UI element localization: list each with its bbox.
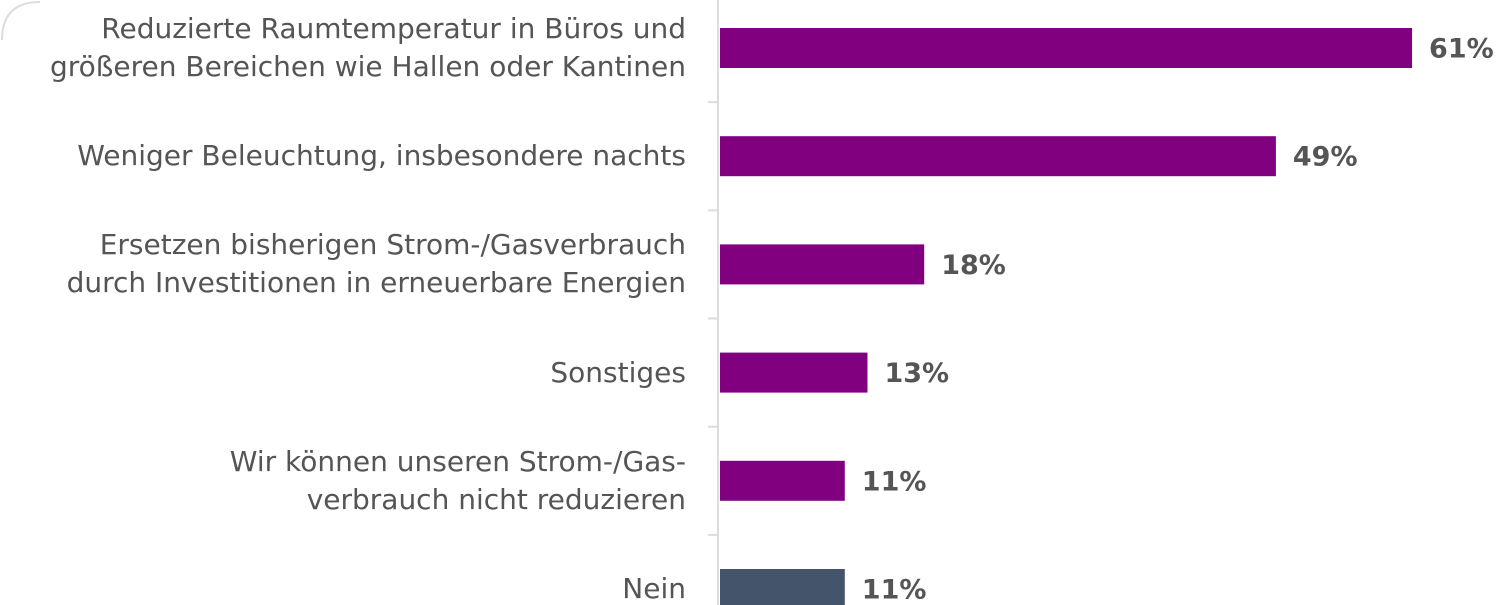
value-label: 11% [862, 466, 927, 497]
value-label: 18% [941, 250, 1006, 281]
bar [720, 569, 845, 605]
bar [720, 136, 1276, 177]
bar [720, 28, 1413, 68]
value-label: 13% [884, 358, 949, 389]
bar [720, 244, 925, 285]
category-label: Weniger Beleuchtung, insbesondere nachts [77, 139, 686, 173]
category-label: Reduzierte Raumtemperatur in Büros und g… [49, 12, 686, 83]
value-label: 61% [1429, 34, 1494, 65]
value-label: 49% [1293, 142, 1358, 173]
frame-corner [1, 1, 41, 41]
category-label: Wir können unseren Strom-/Gas- verbrauch… [229, 444, 686, 516]
bar [720, 352, 868, 393]
category-label: Sonstiges [550, 355, 686, 389]
value-label: 11% [862, 575, 927, 605]
category-label: Nein [622, 572, 686, 605]
category-label: Ersetzen bisherigen Strom-/Gasverbrauch … [66, 228, 686, 300]
bar [720, 460, 845, 501]
